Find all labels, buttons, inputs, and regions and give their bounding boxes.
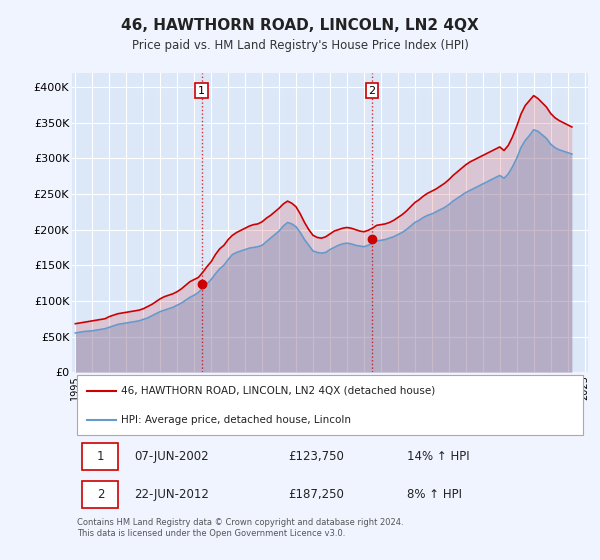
Text: 14% ↑ HPI: 14% ↑ HPI: [407, 450, 470, 463]
Text: 07-JUN-2002: 07-JUN-2002: [134, 450, 209, 463]
Text: 22-JUN-2012: 22-JUN-2012: [134, 488, 209, 501]
Text: HPI: Average price, detached house, Lincoln: HPI: Average price, detached house, Linc…: [121, 414, 351, 424]
Text: 1: 1: [198, 86, 205, 96]
Text: 46, HAWTHORN ROAD, LINCOLN, LN2 4QX: 46, HAWTHORN ROAD, LINCOLN, LN2 4QX: [121, 18, 479, 32]
Text: £187,250: £187,250: [289, 488, 344, 501]
FancyBboxPatch shape: [82, 444, 118, 470]
Text: Price paid vs. HM Land Registry's House Price Index (HPI): Price paid vs. HM Land Registry's House …: [131, 39, 469, 53]
Text: 1: 1: [97, 450, 104, 463]
Text: 46, HAWTHORN ROAD, LINCOLN, LN2 4QX (detached house): 46, HAWTHORN ROAD, LINCOLN, LN2 4QX (det…: [121, 386, 435, 395]
Text: Contains HM Land Registry data © Crown copyright and database right 2024.
This d: Contains HM Land Registry data © Crown c…: [77, 518, 404, 538]
Text: £123,750: £123,750: [289, 450, 344, 463]
Text: 2: 2: [97, 488, 104, 501]
FancyBboxPatch shape: [77, 375, 583, 435]
Text: 2: 2: [368, 86, 376, 96]
Text: 8% ↑ HPI: 8% ↑ HPI: [407, 488, 463, 501]
FancyBboxPatch shape: [82, 480, 118, 507]
